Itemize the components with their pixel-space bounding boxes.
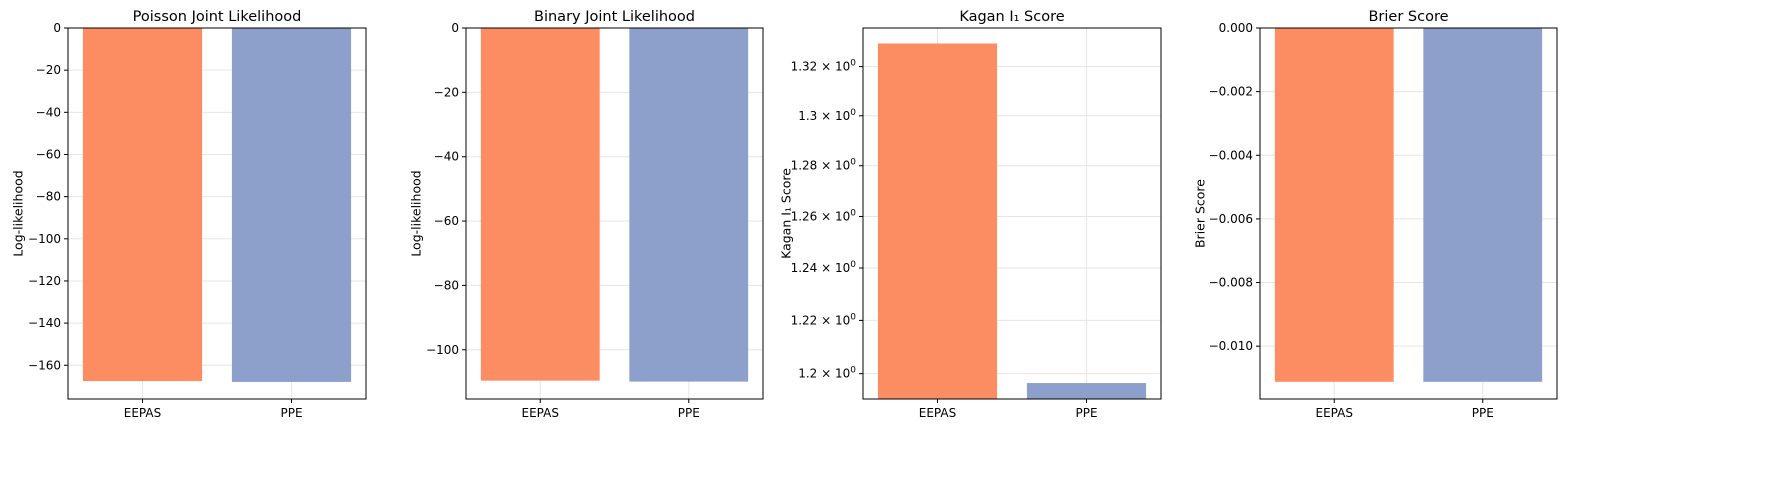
y-tick-label: 0.000: [1219, 21, 1253, 35]
y-tick-label: −40: [434, 150, 459, 164]
y-tick-label: −20: [36, 63, 61, 77]
bar-eepas: [877, 43, 998, 399]
bar-ppe: [1026, 383, 1147, 399]
y-tick-label: −100: [426, 343, 459, 357]
y-tick-label: −60: [434, 214, 459, 228]
x-tick-label: PPE: [678, 406, 700, 420]
y-tick-label: 1.26 × 100: [791, 208, 857, 223]
y-tick-label: −120: [28, 274, 61, 288]
y-axis-label: Brier Score: [1192, 179, 1207, 248]
y-tick-label: 0: [451, 21, 459, 35]
x-tick-label: EEPAS: [124, 406, 161, 420]
y-tick-label: −160: [28, 358, 61, 372]
y-tick-label: 1.24 × 100: [791, 260, 857, 275]
y-tick-label: −0.004: [1209, 148, 1253, 162]
bar-eepas: [1274, 28, 1394, 382]
y-tick-label: −100: [28, 232, 61, 246]
y-axis-label: Kagan I₁ Score: [778, 168, 793, 259]
y-tick-label: 1.22 × 100: [791, 312, 857, 327]
y-tick-label: 1.28 × 100: [791, 158, 857, 173]
y-tick-label: −40: [36, 105, 61, 119]
y-tick-label: −60: [36, 147, 61, 161]
chart-title: Binary Joint Likelihood: [534, 9, 695, 25]
x-tick-label: PPE: [1472, 406, 1494, 420]
chart-panel-3: 1.2 × 100 1.22 × 100 1.24 × 100 1.26 × 100 1…: [778, 9, 1162, 420]
y-tick-label: −0.006: [1209, 212, 1253, 226]
y-tick-label: 1.32 × 100: [791, 59, 857, 74]
y-tick-label: −0.002: [1209, 85, 1253, 99]
y-axis-label: Log-likelihood: [10, 170, 25, 256]
chart-panel-1: 0 −20 −40 −60 −80 −100 −120 −140 −160 EEPAS PPE Poi…: [10, 9, 367, 420]
bar-ppe: [231, 28, 352, 382]
y-tick-label: −80: [36, 190, 61, 204]
axes-frame: [862, 27, 1162, 400]
bar-ppe: [1423, 28, 1543, 382]
x-tick-label: EEPAS: [919, 406, 956, 420]
y-tick-label: 1.2 × 100: [798, 366, 856, 381]
y-tick-label: −80: [434, 278, 459, 292]
bar-ppe: [629, 28, 749, 382]
bar-eepas: [82, 28, 203, 382]
axes-frame: [1259, 27, 1558, 400]
chart-panel-4: 0.000 −0.002 −0.004 −0.006 −0.008 −0.010 EEPAS…: [1192, 9, 1558, 420]
x-tick-label: EEPAS: [1316, 406, 1353, 420]
y-tick-label: −0.010: [1209, 339, 1253, 353]
bar-eepas: [480, 28, 600, 381]
y-tick-label: 0: [53, 21, 61, 35]
y-tick-label: 1.3 × 100: [798, 108, 856, 123]
axes-frame: [67, 27, 367, 400]
chart-title: Poisson Joint Likelihood: [133, 9, 302, 25]
x-tick-label: PPE: [280, 406, 302, 420]
x-tick-label: EEPAS: [522, 406, 559, 420]
chart-title: Kagan I₁ Score: [959, 9, 1064, 25]
y-tick-label: −20: [434, 85, 459, 99]
axes-frame: [465, 27, 764, 400]
y-tick-label: −0.008: [1209, 276, 1253, 290]
chart-title: Brier Score: [1368, 9, 1448, 25]
y-tick-label: −140: [28, 316, 61, 330]
chart-panel-2: 0 −20 −40 −60 −80 −100 EEPAS PPE Binary Joint Li…: [408, 9, 764, 420]
y-axis-label: Log-likelihood: [408, 170, 423, 256]
x-tick-label: PPE: [1075, 406, 1097, 420]
